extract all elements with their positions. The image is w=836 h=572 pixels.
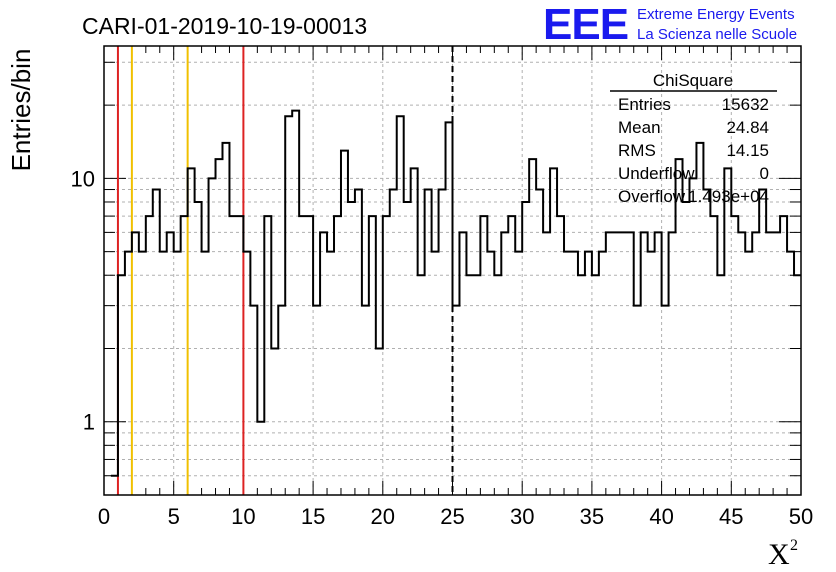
plot-frame	[103, 45, 802, 496]
x-tick-label: 35	[580, 504, 604, 529]
stats-label: Underflow	[618, 164, 695, 183]
x-tick-label: 20	[371, 504, 395, 529]
svg-text:X: X	[768, 538, 790, 571]
stats-label: Entries	[618, 95, 671, 114]
logo-line-2: La Scienza nelle Scuole	[637, 26, 797, 43]
stats-label: Mean	[618, 118, 661, 137]
y-axis-label: Entries/bin	[6, 49, 36, 172]
logo-mark: EEE	[543, 0, 628, 49]
y-tick-label: 10	[71, 166, 95, 191]
eee-logo: EEE Extreme Energy Events La Scienza nel…	[543, 0, 797, 49]
chart-title: CARI-01-2019-10-19-00013	[82, 13, 367, 39]
svg-text:2: 2	[790, 537, 798, 554]
x-axis-label: X 2	[768, 537, 798, 571]
x-tick-label: 40	[649, 504, 673, 529]
x-tick-label: 45	[719, 504, 743, 529]
stats-value: 14.15	[726, 141, 769, 160]
y-tick-labels: 1 10	[71, 166, 95, 434]
stats-value: 1.493e+04	[688, 187, 769, 206]
stats-value: 24.84	[726, 118, 769, 137]
x-tick-label: 5	[168, 504, 180, 529]
stats-value: 15632	[722, 95, 769, 114]
stats-box: ChiSquare Entries 15632 Mean 24.84 RMS 14.15 U…	[610, 71, 777, 206]
stats-label: Overflow	[618, 187, 686, 206]
x-tick-label: 25	[440, 504, 464, 529]
stats-title: ChiSquare	[653, 71, 733, 90]
histogram-line	[110, 109, 801, 477]
x-tick-label: 50	[789, 504, 813, 529]
stats-value: 0	[760, 164, 769, 183]
x-tick-label: 0	[98, 504, 110, 529]
logo-line-1: Extreme Energy Events	[637, 6, 795, 23]
x-tick-label: 10	[231, 504, 255, 529]
x-tick-label: 30	[510, 504, 534, 529]
x-tick-label: 15	[301, 504, 325, 529]
y-tick-label: 1	[83, 410, 95, 435]
x-tick-labels: 0 5 10 15 20 25 30 35 40 45 50	[98, 504, 813, 529]
stats-label: RMS	[618, 141, 656, 160]
